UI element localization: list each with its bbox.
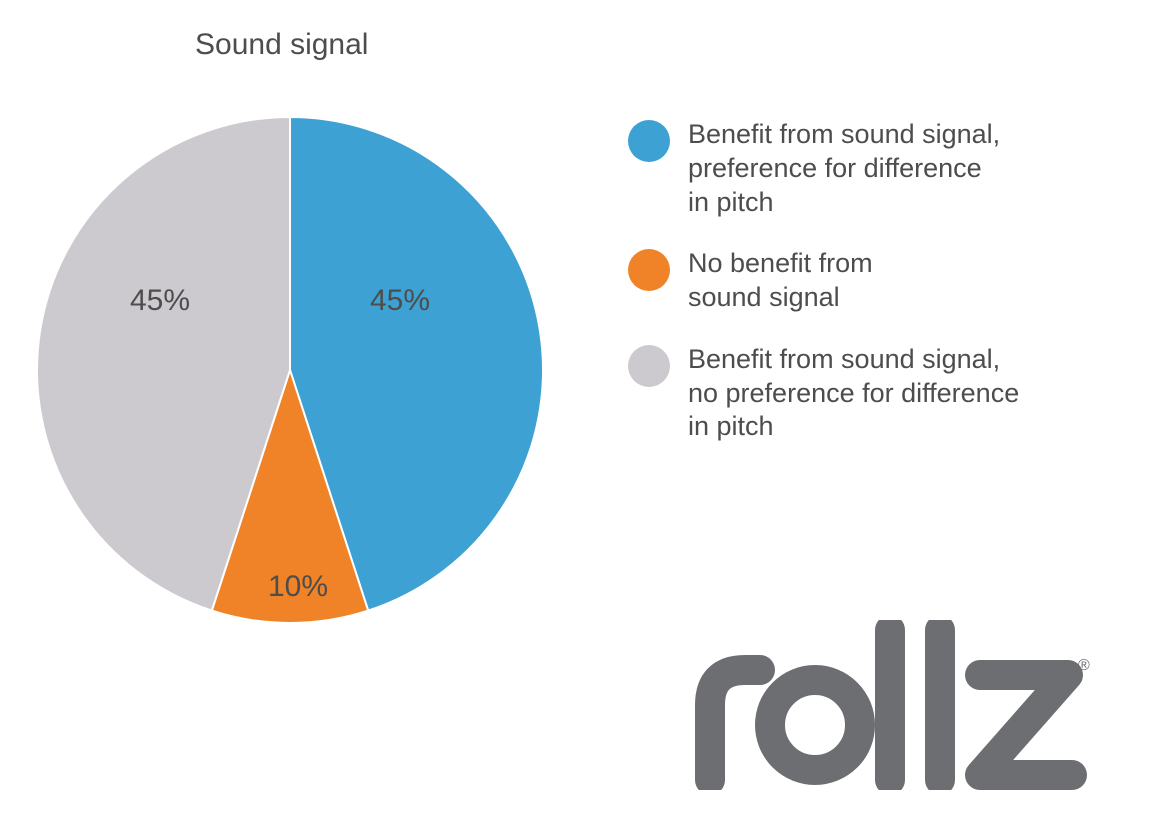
slice-label: 10% (268, 570, 328, 604)
legend-text: Benefit from sound signal, no preference… (688, 343, 1019, 444)
brand-logo: ® (690, 620, 1090, 790)
legend-swatch (628, 249, 670, 291)
pie-chart (37, 117, 543, 623)
slice-label: 45% (130, 284, 190, 318)
legend-text: Benefit from sound signal, preference fo… (688, 118, 1000, 219)
slice-label: 45% (370, 284, 430, 318)
rollz-logo-svg: ® (690, 620, 1090, 790)
legend: Benefit from sound signal, preference fo… (628, 118, 1019, 472)
legend-item: Benefit from sound signal, preference fo… (628, 118, 1019, 219)
legend-item: Benefit from sound signal, no preference… (628, 343, 1019, 444)
legend-swatch (628, 120, 670, 162)
legend-item: No benefit from sound signal (628, 247, 1019, 315)
legend-text: No benefit from sound signal (688, 247, 873, 315)
chart-title: Sound signal (195, 28, 368, 62)
svg-text:®: ® (1078, 657, 1090, 674)
legend-swatch (628, 345, 670, 387)
